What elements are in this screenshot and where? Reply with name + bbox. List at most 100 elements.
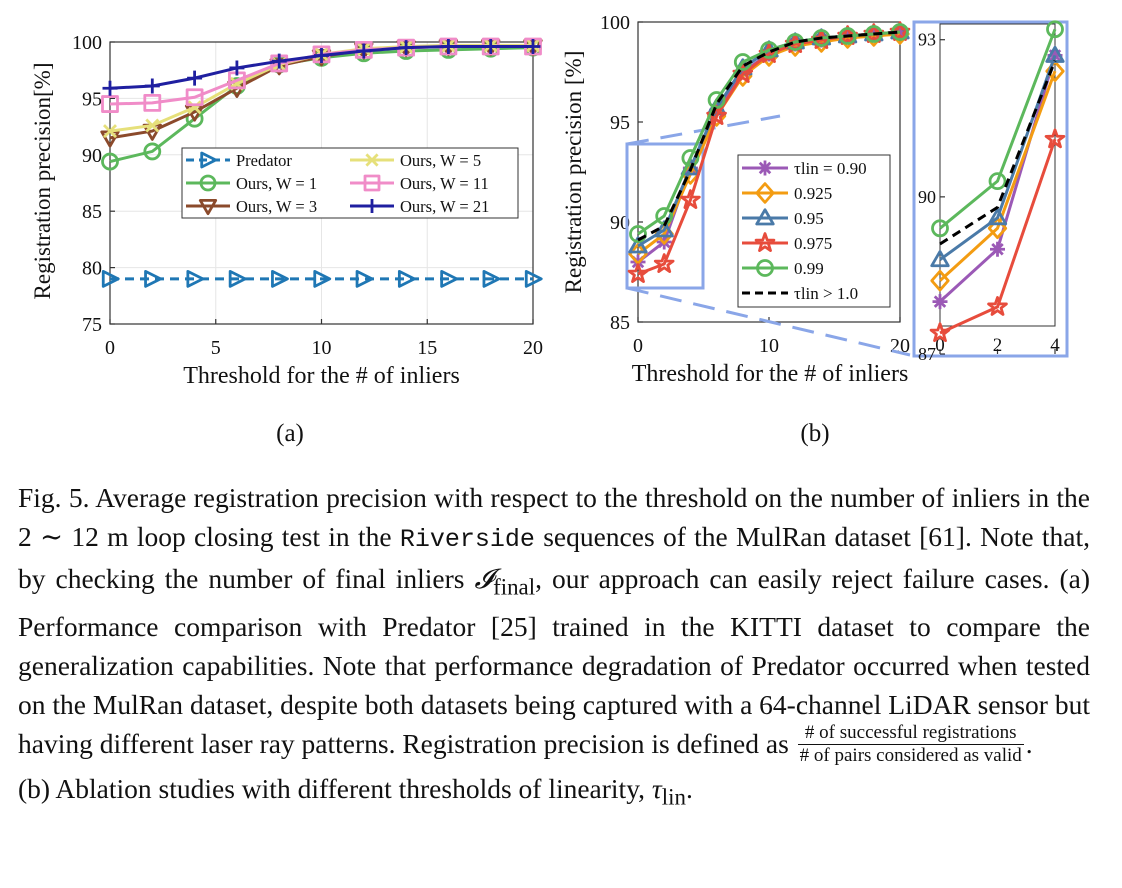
b-4-point: [707, 91, 726, 109]
a-5-point: [229, 60, 245, 76]
b-inset-5-line: [939, 60, 1057, 246]
a-0-point: [355, 269, 374, 288]
b-inset-1-point: [930, 269, 950, 292]
a-1-point: [143, 142, 162, 161]
b-inset-y-tick-label: 87: [918, 344, 936, 364]
a-5-point: [187, 70, 203, 86]
a-legend-entry: Ours, W = 3: [236, 197, 317, 216]
caption-dataset-name: Riverside: [399, 525, 535, 554]
caption-text-6: .: [685, 772, 693, 804]
a-3-point: [103, 124, 117, 139]
b-inset-y-tick-label: 93: [918, 30, 936, 50]
b-inset-x-tick-label: 2: [993, 335, 1003, 356]
a-0-point: [228, 269, 247, 288]
b-4-point: [629, 225, 647, 243]
caption-symbol-tau-sub: lin: [661, 784, 686, 810]
a-0-point: [144, 269, 162, 288]
a-legend-entry: Ours, W = 21: [400, 197, 489, 216]
b-y-axis-label: Registration precision [%]: [561, 51, 586, 294]
caption-paragraph: Fig. 5. Average registration precision w…: [18, 478, 1090, 816]
b-legend-marker: [756, 259, 774, 277]
b-inset-3-series: [929, 128, 1066, 343]
b-y-tick-label: 95: [610, 112, 630, 134]
a-0-point: [397, 269, 416, 288]
b-inset-4-point: [988, 172, 1007, 191]
chart-a: 0 5 10 15 20 75 80 85 90 95 100 Threshold for the #…: [30, 32, 543, 447]
b-y-tick-label: 85: [610, 312, 630, 334]
a-0-point: [313, 269, 332, 288]
a-y-axis-label: Registration precision[%]: [30, 63, 55, 300]
b-0-point: [735, 64, 751, 80]
b-x-tick-label: 0: [633, 335, 643, 357]
a-legend-entry: Ours, W = 11: [400, 174, 489, 193]
a-5-point: [356, 43, 372, 59]
caption-fraction-numerator: # of successful registrations: [797, 722, 1024, 745]
a-5-point: [525, 39, 541, 55]
a-x-axis-label: Threshold for the # of inliers: [183, 363, 460, 389]
a-x-tick-label: 5: [211, 337, 221, 359]
a-axes-frame: [109, 41, 534, 325]
caption-text-1: Average registration precision with resp…: [18, 482, 1090, 552]
a-0-point: [101, 269, 120, 288]
b-2-point: [628, 236, 648, 254]
a-5-point: [102, 80, 118, 96]
b-legend-entry: τlin = 0.90: [794, 159, 867, 178]
a-legend: Predator Ours, W = 1 Ours, W = 3 Ours, W = …: [181, 147, 519, 219]
b-panel-label: (b): [800, 420, 829, 447]
b-zoom-region: [625, 142, 705, 290]
b-inset-2-point: [930, 250, 950, 268]
b-2-point: [654, 220, 674, 238]
b-y-tick-label: 100: [600, 12, 630, 34]
a-panel-label: (a): [276, 420, 304, 447]
b-inset-3-point: [929, 322, 951, 343]
a-legend-marker: [365, 199, 379, 213]
a-y-tick-label: 85: [82, 201, 102, 223]
a-legend-entry: Predator: [236, 151, 292, 170]
a-x-tick-label: 15: [417, 337, 437, 359]
b-legend-entry: 0.95: [794, 209, 824, 228]
a-0-point: [482, 269, 501, 288]
a-x-tick-label: 10: [312, 337, 332, 359]
a-legend-marker: [200, 151, 218, 169]
b-legend-marker: [757, 160, 773, 176]
b-inset-x-tick-label: 4: [1050, 335, 1060, 356]
b-zoom-connector: [626, 286, 911, 357]
b-inset-axes-frame: [939, 23, 1056, 327]
a-3-point: [145, 118, 160, 133]
b-4-point: [681, 149, 700, 167]
caption-text-4: .: [1025, 727, 1033, 759]
caption-symbol-i: 𝓘: [474, 563, 494, 594]
caption-text-5: (b) Ablation studies with different thre…: [18, 772, 652, 804]
a-x-tick-label: 0: [105, 337, 115, 359]
a-0-point: [186, 269, 205, 288]
b-inset-0-point: [932, 294, 948, 310]
a-y-tick-label: 80: [82, 258, 102, 280]
a-0-point: [271, 269, 289, 288]
b-legend-marker: [755, 208, 775, 226]
caption-symbol-i-sub: final: [493, 574, 536, 600]
caption-text-2: sequences of the MulRan dataset [61]. No…: [18, 521, 1090, 594]
b-inset-1-line: [938, 70, 1057, 282]
a-1-point: [101, 152, 119, 171]
b-legend-entry: 0.99: [794, 259, 824, 278]
b-x-tick-label: 10: [759, 335, 779, 357]
b-y-tick-label: 90: [610, 212, 630, 234]
b-3-point: [627, 263, 649, 283]
a-y-tick-label: 95: [82, 88, 102, 110]
b-inset-3-line: [939, 138, 1057, 335]
figure-caption: Fig. 5. Average registration precision w…: [18, 478, 1090, 816]
a-y-tick-label: 90: [82, 145, 102, 167]
b-inset-3-point: [987, 296, 1008, 316]
b-inset-4-line: [939, 28, 1057, 230]
b-x-axis-label: Threshold for the # of inliers: [632, 361, 909, 387]
a-5-series: [102, 39, 541, 96]
b-4-point: [838, 27, 857, 45]
a-5-point: [398, 40, 414, 56]
a-5-point: [144, 78, 160, 94]
caption-fraction-denominator: # of pairs considered as valid: [799, 744, 1022, 766]
b-legend-box: [737, 154, 891, 308]
b-inset-x-tick-label: 0: [935, 335, 945, 356]
a-legend-marker: [199, 174, 217, 192]
a-y-tick-label: 75: [82, 314, 102, 336]
